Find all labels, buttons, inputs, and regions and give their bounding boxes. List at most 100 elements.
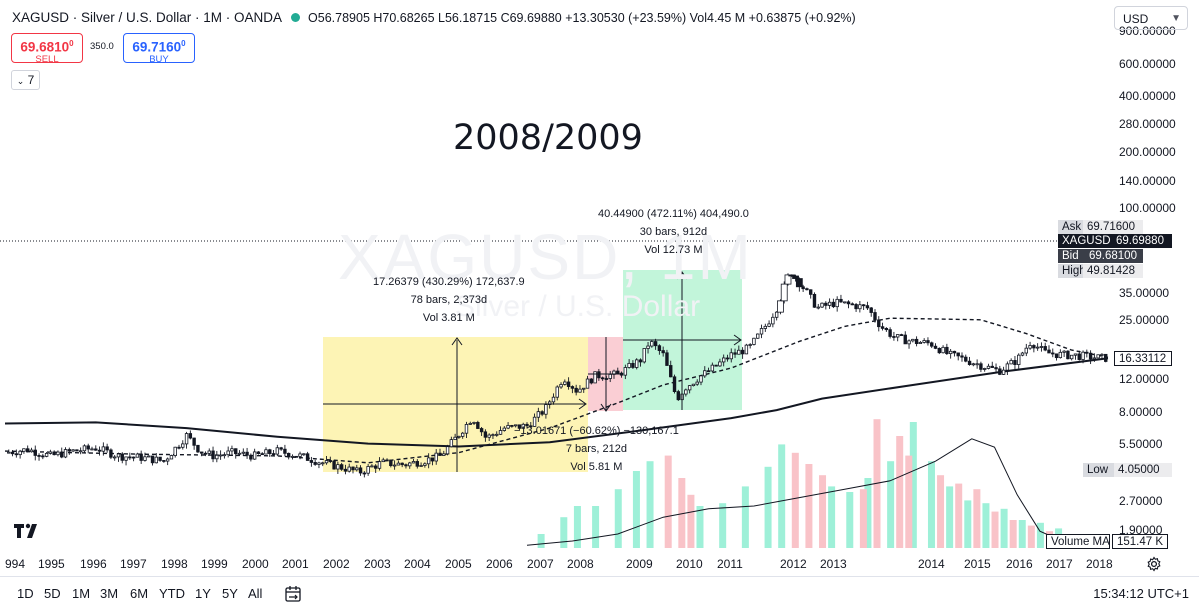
candle-body <box>729 352 733 360</box>
candle-body <box>332 460 336 470</box>
candle-body <box>767 323 771 327</box>
candle-body <box>517 424 522 429</box>
candle-body <box>945 346 949 355</box>
candle-body <box>506 425 510 429</box>
candle-body <box>540 411 544 415</box>
candle-body <box>434 452 438 462</box>
candle-body <box>1028 345 1032 349</box>
y-tick-label: 25.00000 <box>1119 313 1169 327</box>
timeframe-5y[interactable]: 5Y <box>222 586 238 601</box>
volume-bar <box>560 517 568 548</box>
chevron-down-icon: ⌄ <box>16 76 25 86</box>
timeframe-all[interactable]: All <box>248 586 263 601</box>
candle-body <box>551 396 556 403</box>
candle-body <box>816 306 820 309</box>
candle-body <box>94 448 98 451</box>
x-tick-label: 994 <box>5 557 25 571</box>
candle-body <box>638 359 643 363</box>
candle-body <box>733 352 737 355</box>
candle-body <box>1077 353 1081 360</box>
candle-body <box>124 456 128 461</box>
candle-body <box>97 449 102 452</box>
candle-body <box>661 350 665 354</box>
candle-body <box>718 361 722 367</box>
watermark-symbol: XAGUSD, 1M <box>338 221 753 293</box>
x-tick-label: 2017 <box>1046 557 1073 571</box>
candle-body <box>162 460 166 462</box>
candle-body <box>48 451 53 454</box>
candle-body <box>956 352 960 357</box>
candle-body <box>721 357 726 363</box>
candle-body <box>419 465 423 467</box>
candle-body <box>90 448 94 451</box>
candle-body <box>218 454 223 457</box>
candle-body <box>608 373 612 379</box>
candle-body <box>1085 351 1089 354</box>
volume-bar <box>909 422 917 548</box>
currency-select[interactable]: USD ▼ <box>1114 6 1188 30</box>
candle-body <box>763 325 767 329</box>
candle-body <box>275 447 280 455</box>
candle-body <box>805 288 809 291</box>
candle-body <box>328 460 333 462</box>
timeframe-5d[interactable]: 5D <box>44 586 61 601</box>
volume-bar <box>819 475 827 548</box>
timeframe-1d[interactable]: 1D <box>17 586 34 601</box>
candle-body <box>408 462 412 467</box>
measure-label-rally: 40.44900 (472.11%) 404,490.0 30 bars, 91… <box>598 208 749 256</box>
candle-body <box>1013 360 1017 365</box>
x-tick-label: 1995 <box>38 557 65 571</box>
candle-body <box>529 425 533 428</box>
timeframe-1m[interactable]: 1M <box>72 586 91 601</box>
candle-body <box>207 450 211 454</box>
candle-body <box>309 460 314 463</box>
candle-body <box>33 449 37 456</box>
x-tick-label: 2011 <box>717 557 743 571</box>
candle-body <box>831 301 836 308</box>
candle-body <box>559 384 563 388</box>
x-tick-label: 2015 <box>964 557 991 571</box>
candle-body <box>37 455 41 457</box>
candle-body <box>703 370 707 377</box>
candle-body <box>930 342 934 347</box>
sell-label: SELL <box>35 53 59 65</box>
settings-gear-icon[interactable] <box>1146 556 1162 577</box>
candle-body <box>75 449 79 452</box>
candle-body <box>922 340 926 343</box>
candle-body <box>305 453 310 461</box>
buy-button[interactable]: 69.71600 BUY <box>123 33 195 64</box>
symbol-header[interactable]: XAGUSD · Silver / U.S. Dollar · 1M · OAN… <box>12 10 856 25</box>
candle-body <box>283 448 287 454</box>
measure-arrowhead-drop <box>600 403 612 412</box>
candle-body <box>914 338 919 345</box>
timeframe-6m[interactable]: 6M <box>130 586 149 601</box>
candle-body <box>468 422 472 425</box>
candle-body <box>264 449 268 455</box>
chevron-down-icon: ▼ <box>1171 13 1181 24</box>
candle-body <box>869 307 873 313</box>
volume-bar <box>946 486 954 548</box>
candle-body <box>495 433 499 436</box>
volume-bar <box>828 486 836 548</box>
candle-body <box>911 338 915 342</box>
candle-body <box>824 302 828 306</box>
indicators-toggle[interactable]: ⌄ 7 <box>11 70 40 90</box>
candle-body <box>563 381 567 385</box>
candle-body <box>792 275 799 279</box>
sell-price: 69.68100 <box>20 39 74 55</box>
candle-body <box>780 283 788 302</box>
timeframe-3m[interactable]: 3M <box>100 586 119 601</box>
candle-body <box>892 336 896 338</box>
timeframe-1y[interactable]: 1Y <box>195 586 211 601</box>
candle-body <box>366 466 370 474</box>
volume-bar <box>741 486 749 548</box>
date-range-icon[interactable] <box>283 584 303 609</box>
candle-body <box>873 312 877 321</box>
candle-body <box>1020 352 1025 356</box>
timeframe-ytd[interactable]: YTD <box>159 586 185 601</box>
sell-button[interactable]: 69.68100 SELL <box>11 33 83 65</box>
symbol-title[interactable]: XAGUSD · Silver / U.S. Dollar · 1M · OAN… <box>12 10 283 25</box>
candle-body <box>150 455 155 464</box>
